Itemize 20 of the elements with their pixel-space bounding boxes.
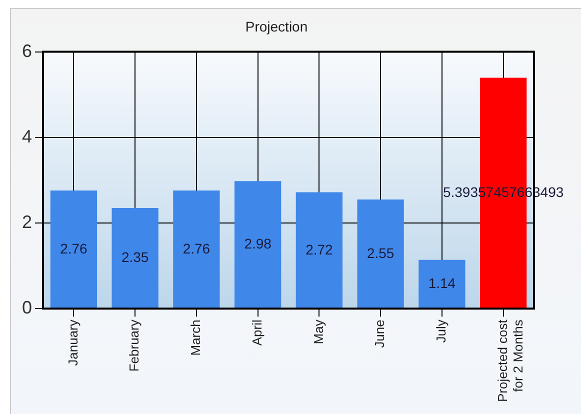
y-tick-label: 4 (22, 126, 32, 146)
x-tick-label: April (249, 320, 264, 346)
x-tick-label: February (126, 319, 142, 372)
data-label: 2.76 (60, 240, 88, 256)
x-tick-label: March (188, 320, 204, 356)
data-label: 2.72 (306, 241, 334, 258)
y-tick-label: 0 (22, 298, 32, 318)
x-tick-label: July (434, 319, 449, 343)
data-label: 2.76 (182, 240, 210, 256)
chart-title: Projection (245, 18, 308, 34)
x-tick-label: January (65, 319, 80, 366)
x-tick-label: May (310, 319, 326, 344)
data-label: 2.35 (121, 249, 149, 266)
y-tick-label: 2 (22, 212, 32, 232)
data-label: 2.55 (366, 244, 394, 261)
data-label: 2.98 (244, 236, 272, 252)
data-label: 1.14 (428, 275, 456, 292)
x-tick-label: Projected cost for 2 Months (494, 319, 526, 402)
x-tick-label: June (372, 320, 388, 348)
y-tick-label: 6 (22, 40, 32, 61)
